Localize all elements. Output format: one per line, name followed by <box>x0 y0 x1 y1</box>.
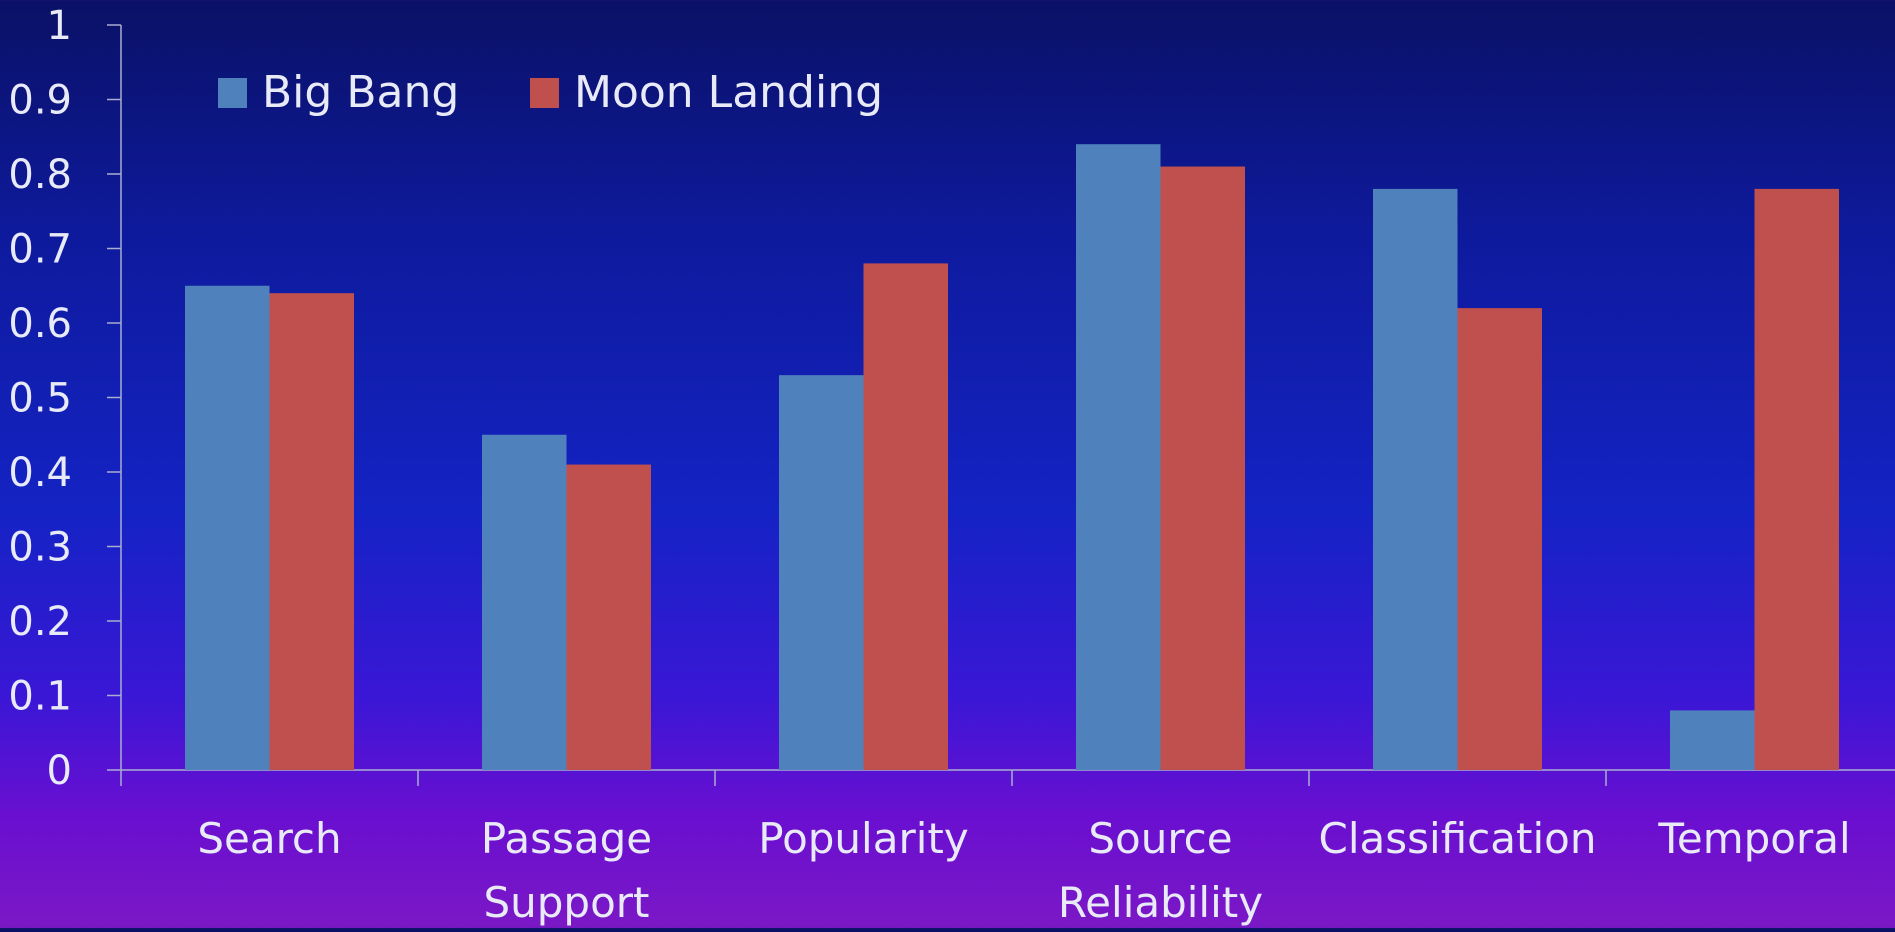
bar-moon-landing-source-reliability <box>1160 166 1245 771</box>
x-tick-label: Temporal <box>1657 814 1850 863</box>
bar-big-bang-temporal <box>1670 710 1755 770</box>
legend-label: Moon Landing <box>574 67 883 118</box>
bar-moon-landing-temporal <box>1754 188 1839 770</box>
bar-big-bang-search <box>185 285 270 770</box>
x-tick-label: Popularity <box>758 814 968 863</box>
y-tick-label: 0.1 <box>8 674 72 720</box>
x-tick-label: Search <box>197 814 341 863</box>
bars <box>185 144 1839 771</box>
y-tick-label: 0.5 <box>8 376 72 422</box>
bar-big-bang-passage-support <box>482 434 567 770</box>
bar-moon-landing-classification <box>1457 308 1542 770</box>
y-tick-label: 0.2 <box>8 599 72 645</box>
legend-swatch <box>530 78 559 108</box>
bar-moon-landing-search <box>269 293 354 770</box>
legend-swatch <box>218 78 247 108</box>
x-tick-labels: Search Passage Support Popularity Source Reli… <box>197 814 1850 927</box>
legend-label: Big Bang <box>262 67 459 118</box>
y-tick-label: 0.4 <box>8 450 72 496</box>
legend: Big Bang Moon Landing <box>218 67 883 118</box>
bar-big-bang-classification <box>1373 188 1458 770</box>
y-tick-labels: 0 0.1 0.2 0.3 0.4 0.5 0.6 0.7 0.8 0.9 1 <box>8 3 72 794</box>
x-tick-label: Passage Support <box>481 814 652 927</box>
y-tick-label: 0.6 <box>8 301 72 347</box>
bar-moon-landing-passage-support <box>566 464 651 770</box>
y-tick-label: 0.3 <box>8 525 72 571</box>
bar-big-bang-popularity <box>779 375 864 770</box>
y-tick-label: 0.7 <box>8 227 72 273</box>
axes <box>107 24 1895 786</box>
x-tick-label: Source Reliability <box>1058 814 1263 927</box>
bar-moon-landing-popularity <box>863 263 948 770</box>
y-tick-label: 0 <box>47 748 72 794</box>
x-tick-label: Classification <box>1319 814 1597 863</box>
y-tick-label: 0.9 <box>8 78 72 124</box>
y-tick-label: 0.8 <box>8 152 72 198</box>
y-tick-label: 1 <box>47 3 72 49</box>
bar-big-bang-source-reliability <box>1076 144 1161 770</box>
